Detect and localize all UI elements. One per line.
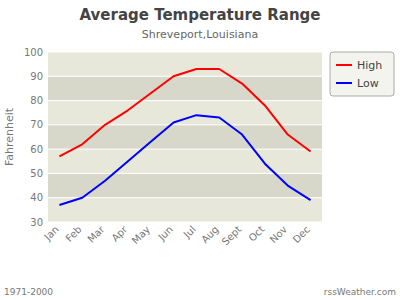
x-tick-label: Jan: [41, 224, 60, 243]
legend-label: Low: [357, 77, 379, 90]
line: [59, 69, 310, 156]
grid-line: [48, 197, 322, 198]
legend-label: High: [357, 59, 382, 72]
band: [48, 76, 322, 100]
band: [48, 101, 322, 125]
legend-box: [330, 52, 394, 96]
title: Average Temperature Range: [79, 6, 320, 24]
y-tick-label: 60: [30, 144, 43, 155]
footnote: 1971-2000: [4, 287, 53, 297]
y-tick-label: 40: [30, 192, 43, 203]
footnote: rssWeather.com: [324, 287, 396, 297]
y-axis-label: Fahrenheit: [3, 107, 16, 166]
y-tick-label: 80: [30, 95, 43, 106]
x-tick-label: May: [130, 224, 152, 246]
x-tick-label: Mar: [85, 223, 107, 245]
y-tick-label: 100: [24, 47, 43, 58]
y-tick-label: 90: [30, 71, 43, 82]
y-tick-label: 50: [30, 168, 43, 179]
x-tick-label: Nov: [268, 224, 290, 246]
x-tick-label: Sept: [220, 224, 244, 248]
band: [48, 149, 322, 173]
x-tick-label: Oct: [246, 224, 266, 244]
grid-line: [48, 100, 322, 101]
x-tick-label: Apr: [109, 223, 130, 244]
x-tick-label: Jun: [155, 224, 175, 244]
legend-swatch: [336, 82, 352, 84]
legend-swatch: [336, 64, 352, 66]
chart: Average Temperature Range Shreveport,Loui…: [0, 0, 400, 300]
plot-lines: [59, 69, 310, 205]
grid-line: [48, 52, 322, 53]
band: [48, 125, 322, 149]
line: [59, 115, 310, 205]
plot-background: [48, 52, 322, 222]
subtitle: Shreveport,Louisiana: [142, 28, 258, 41]
band: [48, 173, 322, 197]
y-tick-label: 70: [30, 119, 43, 130]
legend: High Low: [330, 52, 394, 96]
band: [48, 198, 322, 222]
x-tick-label: Jul: [181, 224, 198, 241]
x-tick-label: Feb: [63, 224, 83, 244]
x-tick-label: Aug: [199, 224, 221, 246]
grid-line: [48, 222, 322, 223]
y-tick-label: 30: [30, 217, 43, 228]
grid-line: [48, 76, 322, 77]
grid-line: [48, 149, 322, 150]
grid-line: [48, 173, 322, 174]
x-tick-label: Dec: [291, 224, 312, 245]
